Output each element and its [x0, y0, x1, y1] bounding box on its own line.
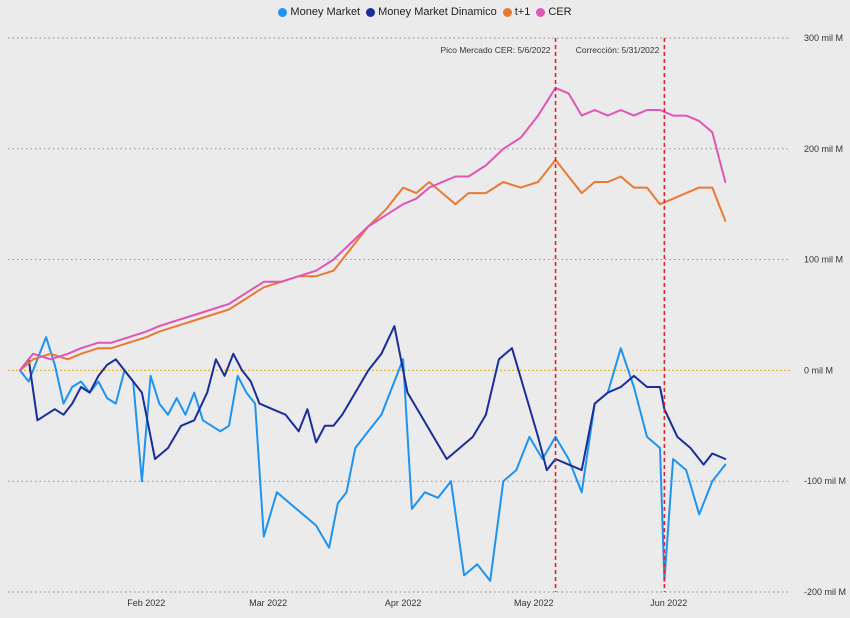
series-line-cer [19, 86, 727, 372]
legend-marker [502, 7, 512, 17]
series-line-money-market [19, 336, 727, 582]
x-tick-label: Apr 2022 [385, 598, 422, 608]
y-tick-label: 200 mil M [804, 144, 843, 154]
annotation-label: Pico Mercado CER: 5/6/2022 [440, 45, 550, 55]
legend-label: CER [548, 6, 572, 18]
y-tick-label: -100 mil M [804, 476, 846, 486]
y-tick-label: -200 mil M [804, 587, 846, 597]
x-tick-label: Mar 2022 [249, 598, 287, 608]
annotation-label: Corrección: 5/31/2022 [576, 45, 660, 55]
y-tick-label: 0 mil M [804, 365, 833, 375]
legend-item[interactable]: t+1 [502, 6, 531, 18]
x-tick-label: Jun 2022 [650, 598, 687, 608]
series-line-t-1 [19, 158, 727, 372]
series-line-money-market-dinamico [19, 325, 727, 472]
legend-label: Money Market Dinamico [378, 6, 497, 18]
legend-marker [536, 7, 546, 17]
legend-item[interactable]: CER [536, 6, 572, 18]
x-tick-label: Feb 2022 [127, 598, 165, 608]
legend-marker [278, 7, 288, 17]
legend: Money Market Money Market Dinamico t+1 CER [0, 6, 850, 18]
y-tick-label: 300 mil M [804, 33, 843, 43]
legend-label: t+1 [514, 6, 531, 18]
legend-item[interactable]: Money Market Dinamico [366, 6, 497, 18]
x-tick-label: May 2022 [514, 598, 554, 608]
legend-label: Money Market [290, 6, 361, 18]
legend-marker [366, 7, 376, 17]
legend-item[interactable]: Money Market [278, 6, 360, 18]
y-tick-label: 100 mil M [804, 255, 843, 265]
